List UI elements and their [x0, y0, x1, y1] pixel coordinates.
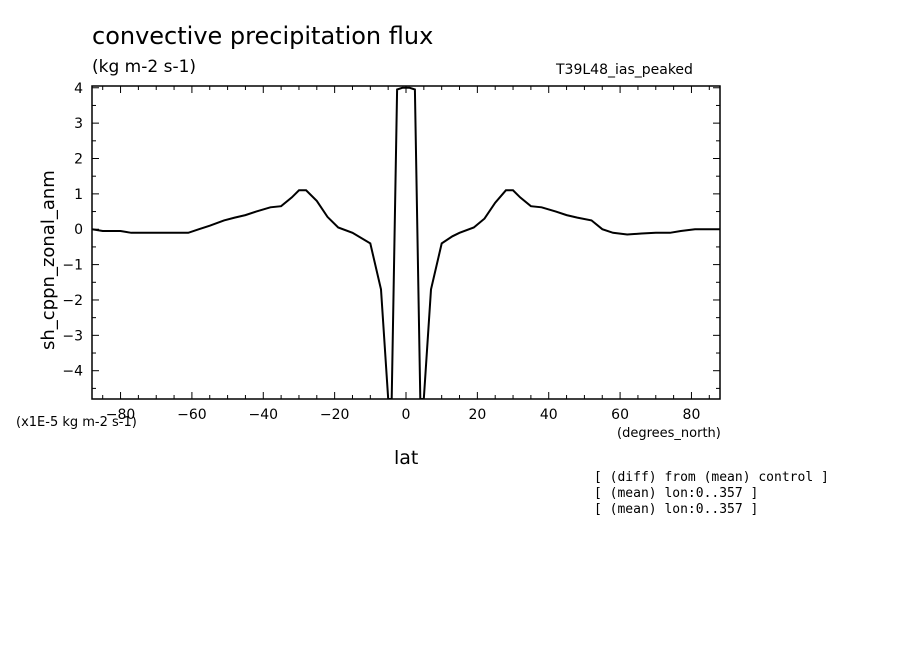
y-tick-label: 4 [74, 81, 83, 97]
x-tick-label: 40 [540, 407, 558, 423]
run-name: T39L48_ias_peaked [556, 62, 693, 78]
chart-units: (kg m-2 s-1) [92, 57, 197, 77]
y-tick-label: 0 [74, 222, 83, 238]
y-tick-label: 2 [74, 152, 83, 168]
y-tick-label: 3 [74, 116, 83, 132]
plot-frame [91, 85, 721, 400]
y-tick-label: −2 [62, 293, 83, 309]
x-tick-label: 80 [683, 407, 701, 423]
y-tick-label: −3 [62, 328, 83, 344]
x-tick-label: 60 [611, 407, 629, 423]
x-tick-label: −20 [320, 407, 350, 423]
y-scale-note: (x1E-5 kg m-2 s-1) [16, 415, 137, 430]
y-tick-label: 1 [74, 187, 83, 203]
x-tick-label: −60 [177, 407, 207, 423]
y-tick-label: −1 [62, 258, 83, 274]
x-axis-label: lat [394, 447, 419, 469]
x-tick-label: −80 [106, 407, 136, 423]
x-tick-label: −40 [248, 407, 278, 423]
info-note-mean-lon: [ (mean) lon:0..357 ] [594, 486, 759, 501]
x-tick-label: 20 [468, 407, 486, 423]
info-note-mean-lon-2: [ (mean) lon:0..357 ] [594, 502, 759, 517]
x-axis-units: (degrees_north) [617, 426, 721, 441]
y-tick-label: −4 [62, 364, 83, 380]
series-line-0 [92, 86, 720, 399]
y-axis-label: sh_cppn_zonal_anm [38, 170, 59, 350]
chart-title: convective precipitation flux [92, 22, 434, 50]
info-note-diff: [ (diff) from (mean) control ] [594, 470, 829, 485]
x-tick-label: 0 [402, 407, 411, 423]
